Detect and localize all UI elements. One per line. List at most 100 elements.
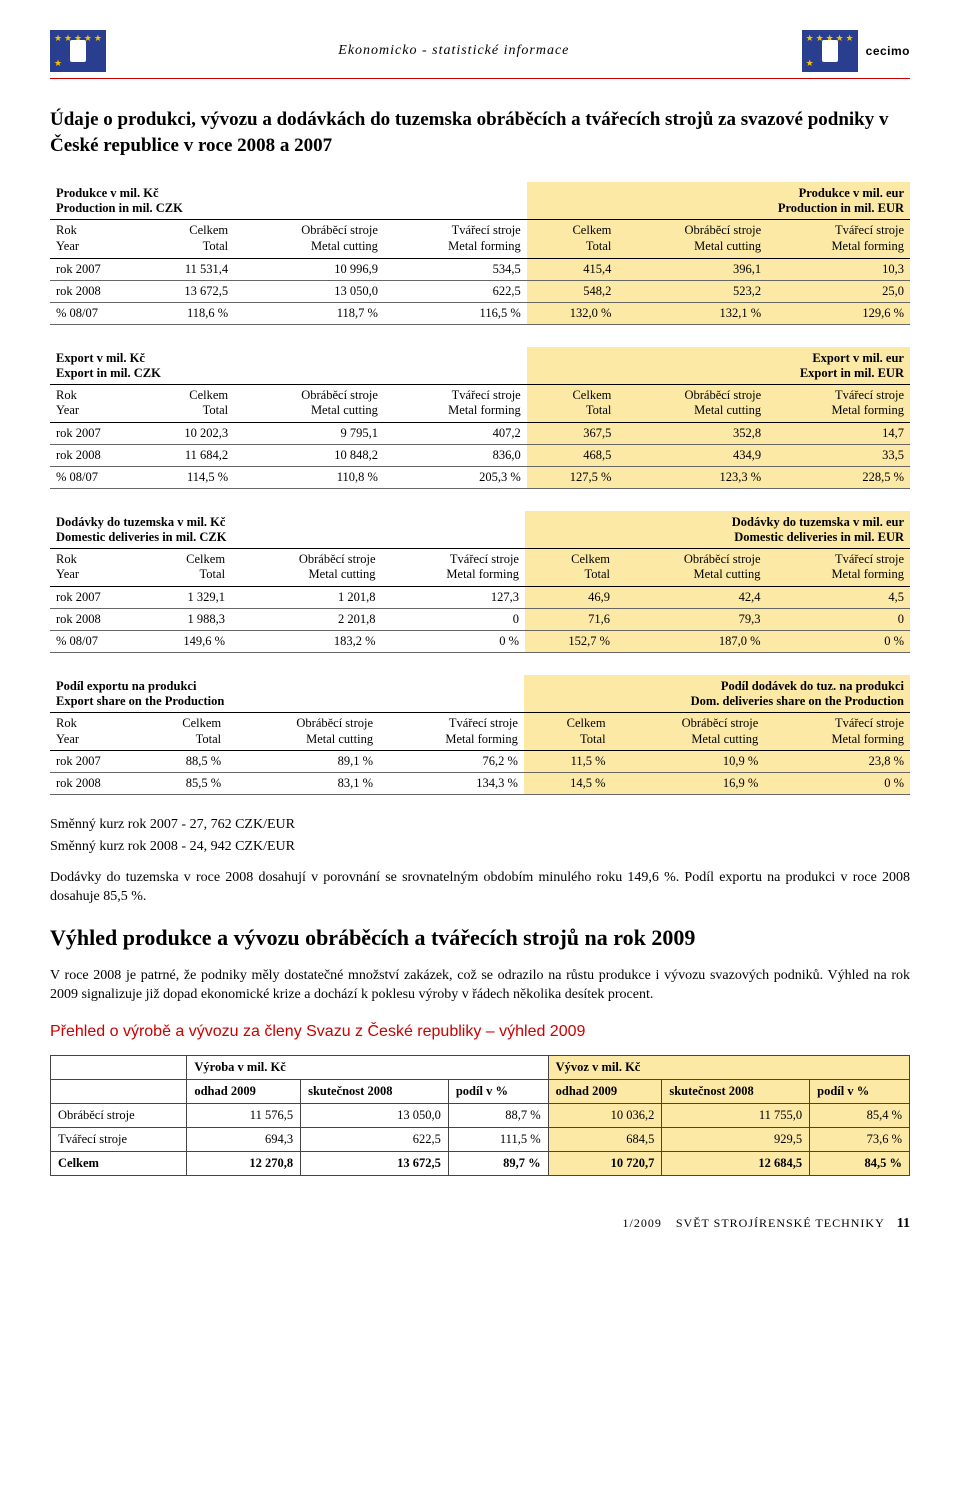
cell: 10 996,9 <box>234 258 384 280</box>
page-footer: 1/2009 SVĚT STROJÍRENSKÉ TECHNIKY 11 <box>50 1216 910 1232</box>
col-tvar-l: Tvářecí strojeMetal forming <box>384 220 527 258</box>
cell: 13 672,5 <box>301 1151 449 1175</box>
col-obraz-r: Obráběcí strojeMetal cutting <box>616 548 766 586</box>
cell: 4,5 <box>767 587 910 609</box>
cell: 11 576,5 <box>187 1103 301 1127</box>
cell: rok 2007 <box>50 422 140 444</box>
cell: Tvářecí stroje <box>51 1127 187 1151</box>
forecast-col: podíl v % <box>448 1079 548 1103</box>
col-obraz-l: Obráběcí strojeMetal cutting <box>227 713 379 751</box>
cell: 79,3 <box>616 609 766 631</box>
forecast-col-blank <box>51 1079 187 1103</box>
cell: 684,5 <box>548 1127 662 1151</box>
cell: 183,2 % <box>231 631 381 653</box>
table-title-left: Podíl exportu na produkciExport share on… <box>50 675 524 713</box>
paragraph-summary-1: Dodávky do tuzemska v roce 2008 dosahují… <box>50 869 910 907</box>
cell: 129,6 % <box>767 302 910 324</box>
cell: 367,5 <box>527 422 618 444</box>
cell: % 08/07 <box>50 631 140 653</box>
cell: 929,5 <box>662 1127 810 1151</box>
col-tvar-r: Tvářecí strojeMetal forming <box>767 384 910 422</box>
col-obraz-l: Obráběcí strojeMetal cutting <box>234 384 384 422</box>
cell: 0 % <box>382 631 525 653</box>
cell: 13 050,0 <box>301 1103 449 1127</box>
data-table-1: Export v mil. KčExport in mil. CZKExport… <box>50 347 910 489</box>
footer-issue: 1/2009 <box>623 1216 662 1232</box>
table-row: % 08/07149,6 %183,2 %0 %152,7 %187,0 %0 … <box>50 631 910 653</box>
col-obraz-l: Obráběcí strojeMetal cutting <box>234 220 384 258</box>
cell: rok 2008 <box>50 444 140 466</box>
col-celkem-l: CelkemTotal <box>140 384 234 422</box>
cell: 14,5 % <box>524 773 612 795</box>
forecast-title: Výhled produkce a vývozu obráběcích a tv… <box>50 925 910 951</box>
cell: 85,5 % <box>140 773 227 795</box>
cell: 548,2 <box>527 280 618 302</box>
cell: 11 531,4 <box>140 258 234 280</box>
table-title-right: Produkce v mil. eurProduction in mil. EU… <box>527 182 910 220</box>
cell: 118,6 % <box>140 302 234 324</box>
cell: 9 795,1 <box>234 422 384 444</box>
cell: 88,5 % <box>140 751 227 773</box>
table-title-left: Export v mil. KčExport in mil. CZK <box>50 347 527 385</box>
cell: 187,0 % <box>616 631 766 653</box>
cell: 407,2 <box>384 422 527 444</box>
cell: 118,7 % <box>234 302 384 324</box>
cell: rok 2007 <box>50 751 140 773</box>
eu-logo-left: ★★★ ★★★ <box>50 30 106 72</box>
cell: 0 % <box>767 631 910 653</box>
cell: 16,9 % <box>612 773 765 795</box>
cell: 132,0 % <box>527 302 618 324</box>
cell: 23,8 % <box>764 751 910 773</box>
col-celkem-r: CelkemTotal <box>527 384 618 422</box>
cell: 88,7 % <box>448 1103 548 1127</box>
cell: Celkem <box>51 1151 187 1175</box>
cell: 396,1 <box>617 258 767 280</box>
col-celkem-l: CelkemTotal <box>140 548 231 586</box>
cell: 13 050,0 <box>234 280 384 302</box>
cell: 10 848,2 <box>234 444 384 466</box>
table-title-right: Dodávky do tuzemska v mil. eurDomestic d… <box>525 511 910 549</box>
forecast-subheading: Přehled o výrobě a vývozu za členy Svazu… <box>50 1023 910 1041</box>
cell: 13 672,5 <box>140 280 234 302</box>
table-row: % 08/07114,5 %110,8 %205,3 %127,5 %123,3… <box>50 466 910 488</box>
col-tvar-l: Tvářecí strojeMetal forming <box>384 384 527 422</box>
data-table-2: Dodávky do tuzemska v mil. KčDomestic de… <box>50 511 910 653</box>
cell: 114,5 % <box>140 466 234 488</box>
cell: 85,4 % <box>810 1103 910 1127</box>
forecast-col: odhad 2009 <box>187 1079 301 1103</box>
page-header: ★★★ ★★★ Ekonomicko - statistické informa… <box>50 30 910 72</box>
cell: 89,1 % <box>227 751 379 773</box>
table-title-right: Podíl dodávek do tuz. na produkciDom. de… <box>524 675 910 713</box>
cell: 14,7 <box>767 422 910 444</box>
cell: 434,9 <box>617 444 767 466</box>
cell: 123,3 % <box>617 466 767 488</box>
forecast-group-left: Výroba v mil. Kč <box>187 1055 548 1079</box>
col-celkem-l: CelkemTotal <box>140 713 227 751</box>
cell: 622,5 <box>384 280 527 302</box>
col-celkem-r: CelkemTotal <box>525 548 616 586</box>
paragraph-summary-2: V roce 2008 je patrné, že podniky měly d… <box>50 967 910 1005</box>
cell: rok 2008 <box>50 773 140 795</box>
cell: 352,8 <box>617 422 767 444</box>
table-row: rok 20071 329,11 201,8127,346,942,44,5 <box>50 587 910 609</box>
col-celkem-l: CelkemTotal <box>140 220 234 258</box>
exchange-rate-2008: Směnný kurz rok 2008 - 24, 942 CZK/EUR <box>50 839 910 855</box>
cell: 149,6 % <box>140 631 231 653</box>
col-celkem-r: CelkemTotal <box>524 713 612 751</box>
footer-magazine: SVĚT STROJÍRENSKÉ TECHNIKY <box>676 1216 885 1232</box>
table-title-left: Dodávky do tuzemska v mil. KčDomestic de… <box>50 511 525 549</box>
cell: 12 684,5 <box>662 1151 810 1175</box>
cell: 132,1 % <box>617 302 767 324</box>
cell: 694,3 <box>187 1127 301 1151</box>
forecast-blank <box>51 1055 187 1079</box>
table-row: rok 200885,5 %83,1 %134,3 %14,5 %16,9 %0… <box>50 773 910 795</box>
cell: 10 036,2 <box>548 1103 662 1127</box>
table-row: rok 200788,5 %89,1 %76,2 %11,5 %10,9 %23… <box>50 751 910 773</box>
cell: 76,2 % <box>379 751 524 773</box>
table-title-left: Produkce v mil. KčProduction in mil. CZK <box>50 182 527 220</box>
cell: 1 329,1 <box>140 587 231 609</box>
cell: 111,5 % <box>448 1127 548 1151</box>
forecast-row: Tvářecí stroje694,3622,5111,5 %684,5929,… <box>51 1127 910 1151</box>
table-row: rok 200813 672,513 050,0622,5548,2523,22… <box>50 280 910 302</box>
cell: 523,2 <box>617 280 767 302</box>
